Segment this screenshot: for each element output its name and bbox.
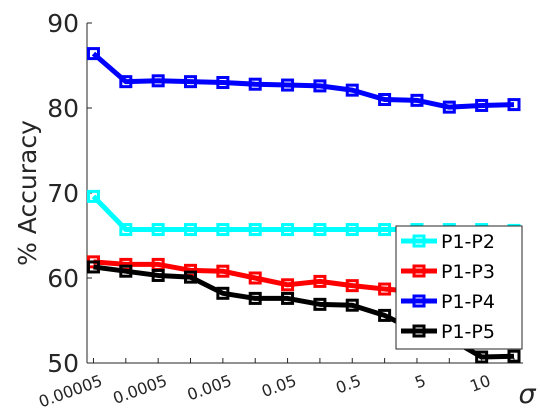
data-point	[216, 286, 230, 300]
data-point	[313, 79, 327, 93]
legend-marker	[412, 264, 426, 278]
data-point	[281, 223, 295, 237]
data-point	[119, 264, 133, 278]
data-point	[151, 74, 165, 88]
data-point	[410, 93, 424, 107]
data-point	[345, 279, 359, 293]
series-line	[91, 51, 515, 110]
data-point	[281, 278, 295, 292]
data-point	[378, 308, 392, 322]
legend-label: P1-P4	[441, 291, 495, 313]
legend-label: P1-P3	[441, 261, 495, 283]
data-point	[216, 264, 230, 278]
x-tick-label: 0.0005	[110, 371, 169, 408]
data-point	[151, 223, 165, 237]
x-ticks: 0.00005 0.0005 0.005 0.05 0.5 5 10	[36, 358, 515, 408]
y-tick-label: 80	[47, 94, 79, 123]
legend-marker	[412, 324, 426, 338]
data-point	[86, 47, 100, 61]
data-point	[475, 350, 489, 364]
data-point	[442, 100, 456, 114]
data-point	[345, 223, 359, 237]
data-point	[248, 223, 262, 237]
x-tick-label: 10	[467, 371, 493, 396]
data-point	[345, 298, 359, 312]
data-point	[86, 260, 100, 274]
data-point	[248, 77, 262, 91]
data-point	[86, 189, 100, 203]
data-point	[313, 274, 327, 288]
data-point	[475, 98, 489, 112]
x-tick-label: 0.05	[259, 371, 299, 401]
data-point	[378, 93, 392, 106]
legend: P1-P2 P1-P3 P1-P4 P1-P5	[395, 225, 523, 350]
x-axis-label: σ	[518, 379, 536, 408]
data-point	[281, 291, 295, 305]
data-point	[119, 223, 133, 237]
data-point	[248, 271, 262, 285]
y-axis-label: % Accuracy	[13, 120, 42, 266]
data-point	[345, 83, 359, 97]
legend-label: P1-P2	[441, 231, 495, 253]
y-tick-label: 60	[47, 264, 79, 293]
legend-marker	[412, 294, 426, 308]
data-point	[281, 78, 295, 92]
data-point	[507, 98, 521, 112]
x-tick-label: 5	[412, 371, 428, 392]
data-point	[313, 297, 327, 311]
y-tick-label: 90	[47, 9, 79, 38]
x-tick-label: 0.5	[333, 371, 363, 398]
series-p1-p4	[86, 47, 521, 114]
legend-label: P1-P5	[441, 321, 495, 343]
data-point	[216, 76, 230, 89]
y-ticks: 50 60 70 80 90	[47, 9, 92, 378]
y-tick-label: 70	[47, 179, 79, 208]
legend-marker	[412, 234, 426, 248]
y-tick-label: 50	[47, 349, 79, 378]
data-point	[248, 291, 262, 305]
data-point	[151, 268, 165, 282]
x-tick-label: 0.005	[185, 371, 235, 405]
data-point	[378, 282, 392, 296]
data-point	[378, 223, 392, 237]
data-point	[216, 223, 230, 237]
data-point	[119, 75, 133, 89]
data-point	[184, 223, 198, 237]
data-point	[184, 75, 198, 89]
data-point	[184, 270, 198, 284]
data-point	[313, 223, 327, 237]
data-point	[507, 349, 521, 363]
